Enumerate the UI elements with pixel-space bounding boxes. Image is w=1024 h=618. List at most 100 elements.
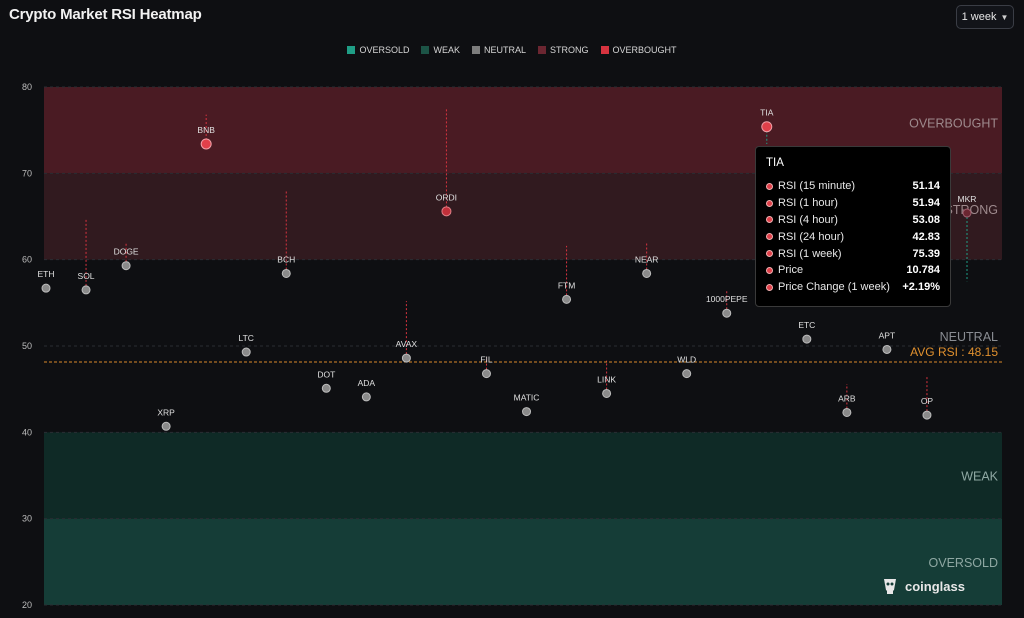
data-point-etc [802, 334, 812, 344]
legend-swatch [471, 46, 480, 54]
tooltip-value: 53.08 [912, 213, 940, 226]
tooltip-label: RSI (4 hour) [778, 213, 838, 226]
data-point-sol [81, 285, 91, 295]
point-label-arb: ARB [838, 393, 856, 403]
point-label-wld: WLD [677, 355, 696, 365]
legend-label: OVERSOLD [359, 45, 410, 55]
legend-item-oversold[interactable]: OVERSOLD [347, 45, 409, 55]
legend-item-overbought[interactable]: OVERBOUGHT [600, 45, 677, 55]
tooltip-dot [766, 182, 773, 190]
tooltip-label: Price [778, 264, 804, 277]
point-label-sol: SOL [78, 271, 95, 281]
tooltip-value: 10.784 [906, 264, 940, 277]
average-label: AVG RSI : 48.15 [910, 345, 998, 359]
data-point-arb [842, 407, 852, 417]
data-point-ada [361, 392, 371, 402]
legend-label: NEUTRAL [483, 45, 526, 55]
point-label-bch: BCH [277, 254, 295, 264]
tooltip: TIA RSI (15 minute) 51.14 RSI (1 hour) 51.9… [755, 146, 951, 307]
tooltip-dot [766, 199, 773, 207]
data-point-bch [281, 268, 291, 278]
point-label-ltc: LTC [238, 333, 253, 343]
tooltip-dot [766, 250, 773, 258]
point-label-mkr: MKR [958, 194, 977, 204]
timeframe-select[interactable]: 1 week ▼ [956, 5, 1014, 29]
zone-weak [44, 432, 1002, 519]
legend-label: WEAK [433, 45, 460, 55]
chart-legend: OVERSOLD WEAK NEUTRAL STRONG OVERBOUGHT [0, 45, 1024, 55]
point-label-avax: AVAX [396, 339, 418, 349]
point-label-ftm: FTM [558, 280, 575, 290]
data-point-dot [321, 383, 331, 393]
data-point-bnb [200, 138, 212, 150]
tooltip-row: Price 10.784 [766, 262, 940, 279]
data-point-link [602, 388, 612, 398]
point-label-ordi: ORDI [436, 192, 457, 202]
point-label-tia: TIA [760, 108, 774, 118]
tooltip-label: RSI (1 week) [778, 247, 842, 260]
point-label-eth: ETH [38, 269, 55, 279]
legend-label: STRONG [550, 45, 589, 55]
y-tick-label: 60 [22, 255, 32, 265]
y-tick-label: 80 [22, 82, 32, 92]
y-tick-label: 40 [22, 427, 32, 437]
data-point-ltc [241, 347, 251, 357]
tooltip-value: 51.14 [912, 180, 940, 193]
data-point-wld [682, 369, 692, 379]
data-point-eth [41, 283, 51, 293]
tooltip-row: RSI (1 week) 75.39 [766, 245, 940, 262]
tooltip-label: RSI (1 hour) [778, 197, 838, 210]
point-label-bnb: BNB [197, 125, 215, 135]
tooltip-value: +2.19% [902, 281, 940, 294]
zone-label-oversold: OVERSOLD [929, 556, 998, 570]
data-point-mkr [962, 208, 972, 218]
zone-label-weak: WEAK [961, 470, 998, 484]
tooltip-value: 51.94 [912, 197, 940, 210]
chevron-down-icon: ▼ [1000, 12, 1009, 22]
data-point-ftm [562, 294, 572, 304]
legend-swatch [538, 46, 546, 54]
zone-label-overbought: OVERBOUGHT [909, 117, 998, 131]
data-point-1000pepe [722, 308, 732, 318]
tooltip-row: RSI (1 hour) 51.94 [766, 195, 940, 212]
point-label-near: NEAR [635, 254, 659, 264]
y-tick-label: 30 [22, 514, 32, 524]
point-label-matic: MATIC [514, 393, 540, 403]
tooltip-dot [766, 216, 773, 224]
y-tick-label: 20 [22, 600, 32, 610]
data-point-ordi [441, 206, 452, 217]
brand-name: coinglass [905, 578, 965, 594]
point-label-ada: ADA [358, 378, 376, 388]
data-point-fil [481, 369, 491, 379]
point-label-apt: APT [879, 330, 896, 340]
point-label-op: OP [921, 396, 934, 406]
data-point-matic [522, 407, 532, 417]
tooltip-title: TIA [766, 157, 784, 169]
data-point-op [922, 410, 932, 420]
point-label-fil: FIL [480, 355, 493, 365]
zone-label-strong: STRONG [945, 203, 998, 217]
brand-logo: coinglass [880, 576, 965, 596]
legend-item-weak[interactable]: WEAK [421, 45, 460, 55]
coinglass-icon [884, 579, 896, 594]
tooltip-row: Price Change (1 week) +2.19% [766, 279, 940, 296]
tooltip-label: RSI (15 minute) [778, 180, 856, 193]
tooltip-row: RSI (15 minute) 51.14 [766, 178, 940, 195]
zone-oversold [44, 518, 1002, 605]
tooltip-row: RSI (24 hour) 42.83 [766, 228, 940, 245]
legend-swatch [421, 46, 430, 54]
legend-item-neutral[interactable]: NEUTRAL [471, 45, 526, 55]
data-point-xrp [161, 421, 171, 431]
legend-swatch [600, 46, 609, 54]
tooltip-label: Price Change (1 week) [778, 281, 890, 294]
legend-item-strong[interactable]: STRONG [538, 45, 589, 55]
data-point-near [642, 268, 652, 278]
point-label-1000pepe: 1000PEPE [706, 294, 748, 304]
page-title: Crypto Market RSI Heatmap [9, 6, 202, 23]
legend-swatch [347, 46, 356, 54]
data-point-tia [761, 121, 773, 133]
data-point-avax [401, 353, 411, 363]
tooltip-row: RSI (4 hour) 53.08 [766, 212, 940, 229]
zone-label-neutral: NEUTRAL [940, 330, 998, 344]
point-label-xrp: XRP [157, 407, 175, 417]
